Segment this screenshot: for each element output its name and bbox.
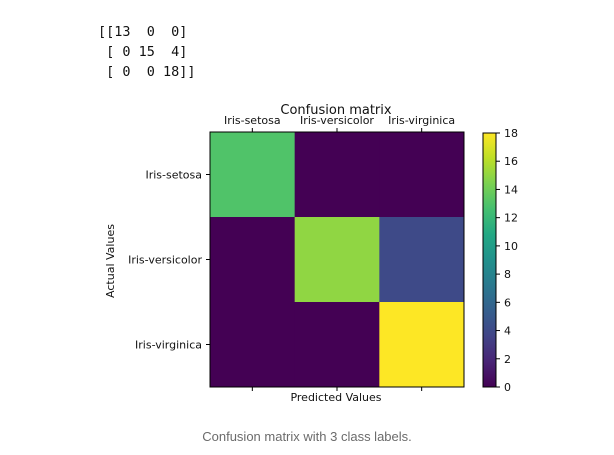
colorbar-tick-label: 18 [504, 127, 518, 140]
x-tick-label: Iris-versicolor [300, 114, 374, 127]
printout-line: [ 0 0 18]] [98, 64, 196, 80]
printout-line: [ 0 15 4] [98, 44, 188, 60]
printout-line: [[13 0 0] [98, 24, 188, 40]
colorbar-tick-label: 12 [504, 212, 518, 225]
heatmap-cell [379, 217, 465, 303]
colorbar-tick-label: 8 [504, 268, 511, 281]
heatmap-cell [294, 217, 380, 303]
heatmap-cell [294, 302, 380, 388]
heatmap-cell [379, 132, 465, 218]
colorbar-tick-label: 6 [504, 296, 511, 309]
y-tick-label: Iris-setosa [145, 169, 202, 182]
y-axis-label: Actual Values [104, 224, 117, 298]
confusion-matrix-printout: [[13 0 0] [ 0 15 4] [ 0 0 18]] [98, 22, 196, 82]
colorbar-tick-label: 14 [504, 183, 518, 196]
y-tick-label: Iris-versicolor [128, 254, 202, 267]
confusion-matrix-chart: Confusion matrix Predicted Values Actual… [104, 103, 518, 404]
x-tick-label: Iris-setosa [224, 114, 281, 127]
heatmap-cell [294, 132, 380, 218]
heatmap-cell [210, 132, 296, 218]
colorbar-tick-label: 16 [504, 155, 518, 168]
colorbar-tick-label: 4 [504, 325, 511, 338]
chart-title: Confusion matrix [280, 103, 391, 118]
x-axis-label: Predicted Values [290, 391, 381, 404]
heatmap-cell [210, 217, 296, 303]
colorbar-tick-label: 2 [504, 353, 511, 366]
figure-caption: Confusion matrix with 3 class labels. [202, 429, 412, 444]
colorbar [482, 132, 497, 388]
x-tick-label: Iris-virginica [388, 114, 455, 127]
heatmap-cell [379, 302, 465, 388]
heatmap-cell [210, 302, 296, 388]
colorbar-tick-label: 0 [504, 381, 511, 394]
colorbar-tick-label: 10 [504, 240, 518, 253]
y-tick-label: Iris-virginica [135, 339, 202, 352]
